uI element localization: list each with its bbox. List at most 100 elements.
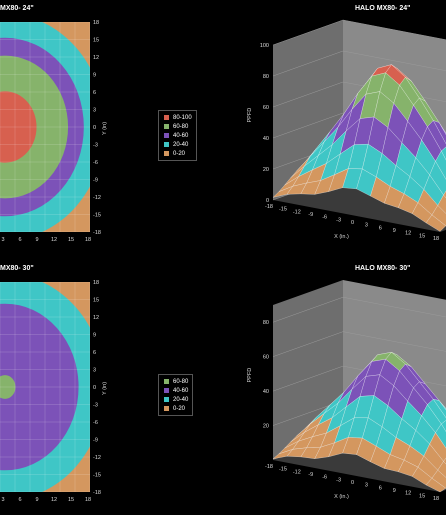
contour30-ytick: 6 — [93, 350, 96, 356]
contour30-band-60-80 — [0, 375, 16, 399]
contour-chart-24: 18 15 12 9 6 3 0 -3 -6 -9 -12 -15 -18 3 6 9 12 15 18 Y (in) — [0, 20, 108, 243]
contour-chart-30: 18 15 12 9 6 3 0 -3 -6 -9 -12 -15 -18 3 6 9 12 15 18 Y (in) — [0, 280, 108, 503]
legend-swatch — [163, 378, 170, 385]
surface24-xtick: 6 — [379, 225, 382, 231]
surface24-ztick: 40 — [263, 136, 269, 142]
legend-swatch — [163, 132, 170, 139]
surface24-cell — [443, 190, 446, 199]
contour30-xtick: 9 — [35, 497, 38, 503]
surface30-ztick: 20 — [263, 424, 269, 430]
surface-chart-24: 100 80 60 40 20 0 PPFD -18 -15 -12 -9 -6 -3 0 3 6 9 12 15 1… — [247, 19, 446, 242]
contour24-ytick: 6 — [93, 90, 96, 96]
surface30-cell — [441, 420, 446, 432]
surface30-ztick: 40 — [263, 389, 269, 395]
contour24-ytick: 12 — [93, 55, 99, 61]
contour24-xtick: 6 — [18, 237, 21, 243]
legend-label: 40-60 — [173, 387, 189, 394]
surface30-cell — [437, 461, 446, 478]
contour30-ytick: -12 — [93, 455, 101, 461]
contour24-ytick: -9 — [93, 178, 98, 184]
legend-label: 40-60 — [173, 132, 189, 139]
surface24-ztick: 100 — [260, 43, 269, 49]
surface24-ztick: 0 — [266, 198, 269, 204]
contour24-xtick: 18 — [85, 237, 91, 243]
legend-swatch — [163, 387, 170, 394]
surface24-xtick: -18 — [265, 204, 273, 210]
surface24-zlabel: PPFD — [247, 108, 253, 123]
contour30-xtick: 15 — [68, 497, 74, 503]
surface24-ztick: 60 — [263, 105, 269, 111]
surface24-xtick: 15 — [419, 233, 425, 239]
legend-item-0-20: 0-20 — [163, 404, 188, 413]
surface30-xtick: -12 — [293, 469, 301, 475]
legend-item-20-40: 20-40 — [163, 140, 192, 149]
surface24-xlabel: X (in.) — [334, 234, 349, 240]
legend-swatch — [163, 396, 170, 403]
contour24-ytick: 15 — [93, 38, 99, 44]
surface30-xtick: -18 — [265, 464, 273, 470]
surface24-ztick: 20 — [263, 167, 269, 173]
legend-item-80-100: 80-100 — [163, 113, 192, 122]
contour30-ytick: -3 — [93, 403, 98, 409]
contour30-xtick: 6 — [18, 497, 21, 503]
contour30-ytick: -9 — [93, 438, 98, 444]
surface-30-title: HALO MX80- 30" — [355, 265, 411, 272]
contour30-band-40-60 — [0, 303, 79, 471]
contour24-ytick: -15 — [93, 213, 101, 219]
contour30-ytick: 0 — [93, 385, 96, 391]
surface24-xtick: -12 — [293, 209, 301, 215]
contour30-ytick: 9 — [93, 333, 96, 339]
contour-30-title: MX80- 30" — [0, 265, 34, 272]
surface24-xtick: -9 — [308, 212, 313, 218]
legend-swatch — [163, 405, 170, 412]
contour24-ytick: 9 — [93, 73, 96, 79]
surface24-xtick: 9 — [393, 228, 396, 234]
contour30-ylabel: Y (in) — [102, 382, 108, 395]
contour24-ytick: -3 — [93, 143, 98, 149]
legend-item-40-60: 40-60 — [163, 131, 192, 140]
legend-swatch — [163, 150, 170, 157]
surface30-xlabel: X (in.) — [334, 494, 349, 500]
surface30-xtick: -3 — [336, 477, 341, 483]
surface30-xtick: 9 — [393, 488, 396, 494]
contour24-ytick: 18 — [93, 20, 99, 26]
legend-24: 80-100 60-80 40-60 20-40 0-20 — [158, 110, 197, 161]
legend-30: 60-80 40-60 20-40 0-20 — [158, 374, 194, 416]
contour30-ytick: -6 — [93, 420, 98, 426]
contour24-xtick: 3 — [1, 237, 4, 243]
contour24-band-80-100 — [0, 91, 37, 163]
surface24-xtick: 0 — [351, 220, 354, 226]
contour24-ytick: -6 — [93, 160, 98, 166]
contour24-ylabel: Y (in) — [102, 122, 108, 135]
surface30-ztick: 60 — [263, 355, 269, 361]
contour30-xtick: 3 — [1, 497, 4, 503]
contour24-ytick: 3 — [93, 108, 96, 114]
surface30-surface — [272, 351, 446, 493]
surface24-xtick: -6 — [322, 215, 327, 221]
surface24-xtick: -15 — [279, 207, 287, 213]
contour30-ytick: 12 — [93, 315, 99, 321]
contour30-ytick: 15 — [93, 298, 99, 304]
surface30-xtick: -6 — [322, 475, 327, 481]
legend-item-60-80: 60-80 — [163, 122, 192, 131]
surface30-xtick: 6 — [379, 485, 382, 491]
legend-label: 0-20 — [173, 405, 186, 412]
surface24-xtick: 18 — [433, 236, 439, 242]
surface-chart-30: 80 60 40 20 PPFD -18 -15 -12 -9 -6 -3 0 3 6 9 12 15 18 X (… — [247, 280, 446, 502]
legend-swatch — [163, 123, 170, 130]
contour30-xtick: 18 — [85, 497, 91, 503]
surface24-xtick: 3 — [365, 223, 368, 229]
surface24-cell — [441, 146, 446, 161]
surface30-xtick: 18 — [433, 496, 439, 502]
legend-label: 0-20 — [173, 150, 186, 157]
contour24-xtick: 9 — [35, 237, 38, 243]
legend-swatch — [163, 141, 170, 148]
surface30-ztick: 80 — [263, 320, 269, 326]
legend-item-40-60: 40-60 — [163, 386, 188, 395]
surface24-surface — [272, 64, 446, 232]
legend-label: 20-40 — [173, 396, 189, 403]
surface30-xtick: 3 — [365, 483, 368, 489]
surface30-xtick: 15 — [419, 493, 425, 499]
contour-24-title: MX80- 24" — [0, 5, 34, 12]
legend-swatch — [163, 114, 170, 121]
